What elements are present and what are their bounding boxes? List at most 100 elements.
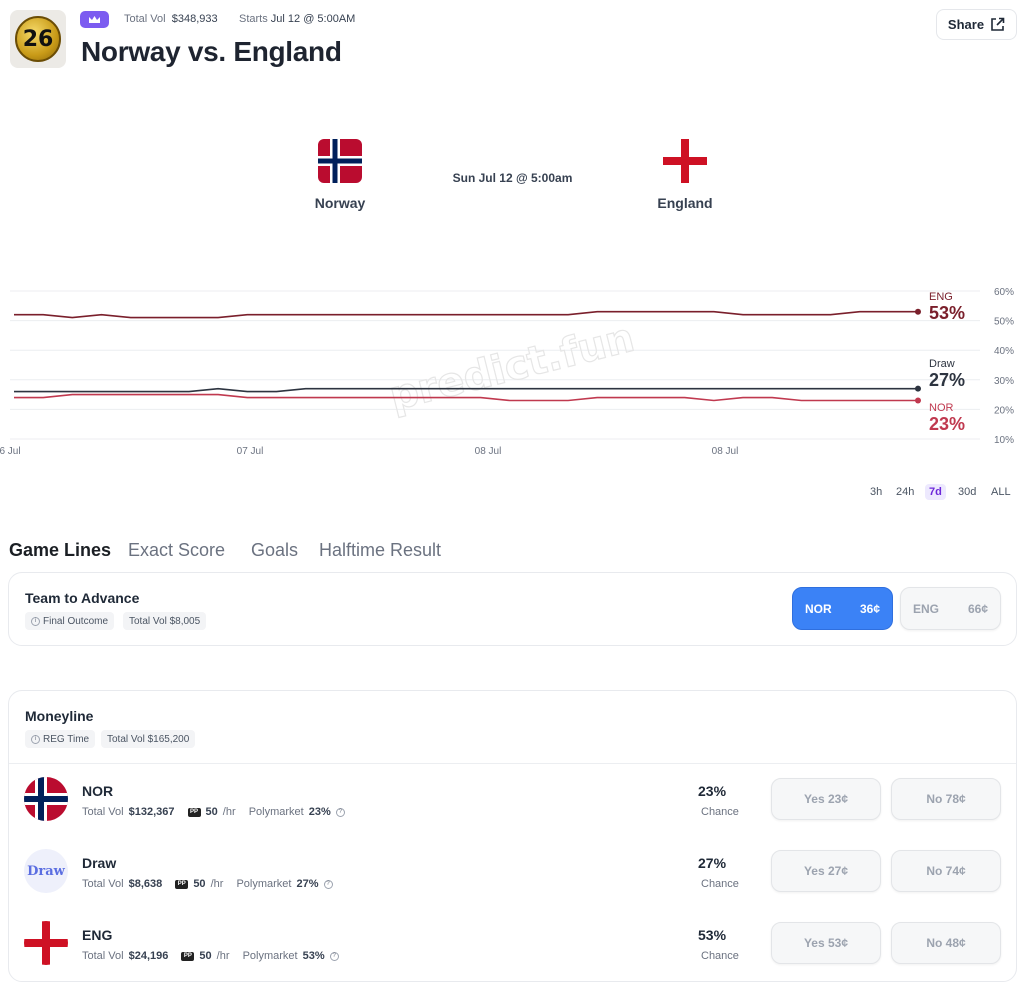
share-label: Share — [947, 17, 985, 32]
series-value-eng: 53% — [929, 303, 965, 323]
polymarket-value: 23% — [308, 806, 331, 818]
no-button[interactable]: No 78¢ — [891, 778, 1001, 820]
x-tick-label: 07 Jul — [237, 446, 264, 457]
advance-chip-outcome: i Final Outcome — [25, 612, 115, 630]
rate-unit: /hr — [210, 878, 224, 890]
y-tick-label: 10% — [994, 435, 1014, 446]
total-vol-value: $348,933 — [171, 13, 218, 25]
team-away-name: England — [657, 195, 713, 211]
moneyline-chip-vol-text: Total Vol $165,200 — [107, 733, 190, 745]
series-line-nor — [14, 393, 918, 402]
rate-unit: /hr — [222, 806, 236, 818]
team-away[interactable]: England — [645, 139, 725, 211]
advance-eng-button[interactable]: ENG 66¢ — [900, 587, 1001, 630]
x-tick-label: 08 Jul — [712, 446, 739, 457]
points-icon: PP — [187, 807, 201, 817]
info-icon[interactable]: ? — [323, 879, 333, 889]
vol-label: Total Vol — [82, 950, 124, 962]
outcome-name: NOR — [82, 783, 114, 799]
outcome-stats: Total Vol $24,196 PP 50 /hr Polymarket 5… — [82, 950, 339, 962]
tab-goals[interactable]: Goals — [251, 540, 299, 560]
y-tick-label: 60% — [994, 287, 1014, 298]
moneyline-title: Moneyline — [25, 708, 94, 724]
logo-coin: 26 — [15, 16, 61, 62]
tab-game-lines[interactable]: Game Lines — [9, 540, 112, 560]
chance-value: 53% — [698, 927, 727, 943]
logo-text: 26 — [22, 26, 54, 52]
info-icon[interactable]: ? — [335, 807, 345, 817]
yes-button[interactable]: Yes 27¢ — [771, 850, 881, 892]
info-icon: i — [31, 616, 40, 626]
tab-halftime-result[interactable]: Halftime Result — [319, 540, 442, 560]
y-tick-label: 50% — [994, 317, 1014, 328]
team-home-name: Norway — [314, 195, 366, 211]
chance-label: Chance — [701, 878, 739, 890]
team-home[interactable]: Norway — [300, 139, 380, 211]
info-icon[interactable]: ? — [329, 951, 339, 961]
tab-exact-score[interactable]: Exact Score — [128, 540, 226, 560]
moneyline-row-draw: Draw Draw Total Vol $8,638 PP 50 /hr Pol… — [9, 835, 1016, 907]
event-logo: 26 — [10, 10, 66, 68]
rate-value: 50 — [193, 878, 206, 890]
total-vol: Total Vol $348,933 — [124, 13, 218, 25]
timeframe-all[interactable]: ALL — [991, 486, 1011, 498]
total-vol-label: Total Vol — [124, 13, 166, 25]
series-line-draw — [14, 387, 918, 393]
starts-label: Starts — [239, 13, 268, 25]
no-button[interactable]: No 48¢ — [891, 922, 1001, 964]
timeframe-24h[interactable]: 24h — [896, 486, 915, 498]
series-line-eng — [14, 310, 918, 319]
advance-nor-price: 36¢ — [859, 601, 880, 616]
share-button[interactable]: Share — [936, 9, 1017, 40]
advance-title: Team to Advance — [25, 590, 140, 606]
draw-icon: Draw — [24, 849, 68, 893]
rate-value: 50 — [205, 806, 218, 818]
timeframe-3h[interactable]: 3h — [870, 486, 883, 498]
watermark: predict.fun — [385, 315, 639, 420]
series-endpoint-draw — [915, 385, 921, 392]
advance-nor-label: NOR — [805, 601, 832, 616]
rate-value: 50 — [199, 950, 212, 962]
polymarket-label: Polymarket — [248, 806, 304, 818]
timeframe-30d[interactable]: 30d — [958, 486, 977, 498]
series-legend-nor: NOR — [929, 402, 954, 414]
outcome-stats: Total Vol $132,367 PP 50 /hr Polymarket … — [82, 806, 345, 818]
external-link-icon — [991, 17, 1005, 31]
moneyline-chip-vol: Total Vol $165,200 — [101, 730, 196, 748]
moneyline-chip-reg: i REG Time — [25, 730, 96, 748]
advance-eng-price: 66¢ — [967, 601, 988, 616]
outcome-name: Draw — [82, 855, 117, 871]
no-button[interactable]: No 74¢ — [891, 850, 1001, 892]
timeframe-7d[interactable]: 7d — [925, 484, 946, 500]
y-tick-label: 40% — [994, 346, 1014, 357]
crown-icon — [80, 11, 109, 28]
moneyline-row-nor: NOR Total Vol $132,367 PP 50 /hr Polymar… — [9, 763, 1016, 835]
vol-label: Total Vol — [82, 806, 124, 818]
price-chart[interactable]: 60% 50% 40% 30% 20% 10% predict.fun 6 Jul 07 Jul… — [0, 270, 1028, 470]
outcome-name: ENG — [82, 927, 113, 943]
y-tick-label: 30% — [994, 376, 1014, 387]
series-endpoint-eng — [915, 308, 921, 315]
start-time: Starts Jul 12 @ 5:00AM — [239, 13, 355, 25]
x-tick-label: 08 Jul — [475, 446, 502, 457]
vol-label: Total Vol — [82, 878, 124, 890]
rate-unit: /hr — [216, 950, 230, 962]
series-endpoint-nor — [915, 397, 921, 404]
points-icon: PP — [175, 879, 189, 889]
y-tick-label: 20% — [994, 405, 1014, 416]
advance-nor-button[interactable]: NOR 36¢ — [792, 587, 893, 630]
chance-label: Chance — [701, 950, 739, 962]
advance-chip-vol-text: Total Vol $8,005 — [129, 615, 201, 627]
draw-avatar-text: Draw — [27, 863, 65, 879]
advance-chip-vol: Total Vol $8,005 — [123, 612, 207, 630]
points-icon: PP — [181, 951, 195, 961]
advance-card: Team to Advance i Final Outcome Total Vo… — [8, 572, 1017, 646]
yes-button[interactable]: Yes 23¢ — [771, 778, 881, 820]
yes-button[interactable]: Yes 53¢ — [771, 922, 881, 964]
advance-eng-label: ENG — [913, 601, 940, 616]
polymarket-value: 27% — [296, 878, 319, 890]
polymarket-value: 53% — [302, 950, 325, 962]
moneyline-chip-reg-text: REG Time — [43, 733, 90, 745]
series-legend-draw: Draw — [929, 358, 955, 370]
chance-value: 23% — [698, 783, 727, 799]
